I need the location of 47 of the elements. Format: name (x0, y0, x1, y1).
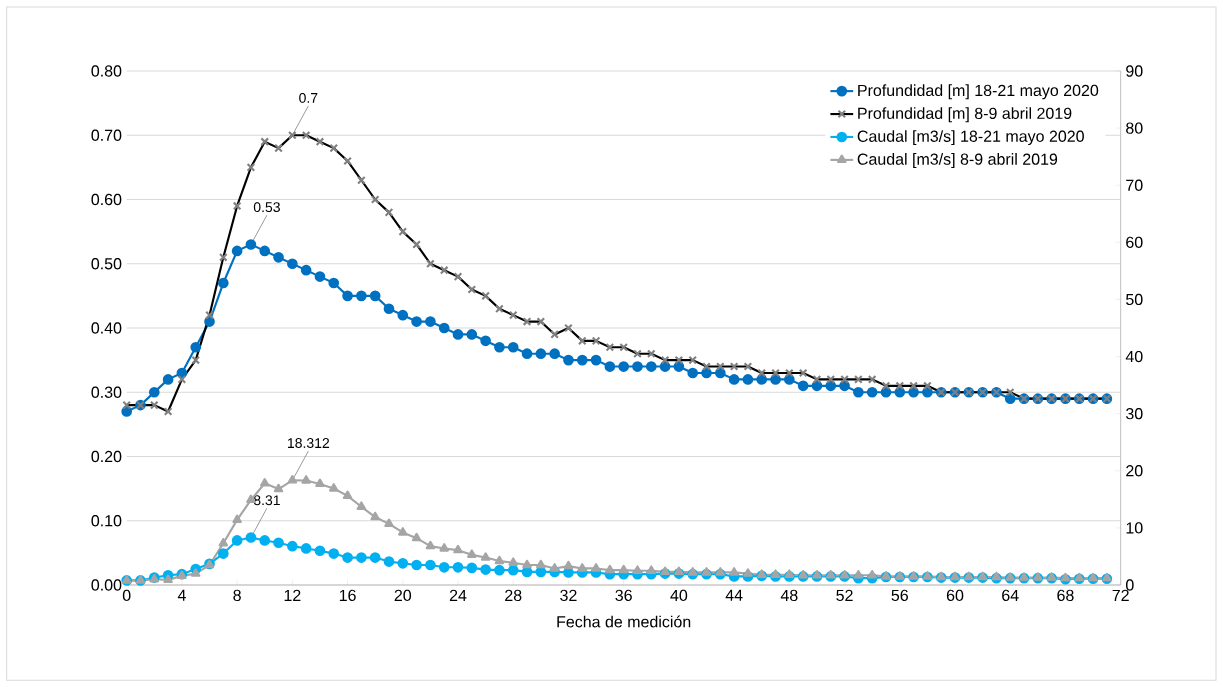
y-tick-label: 0.50 (91, 258, 122, 270)
x-tick-label: 60 (946, 589, 964, 602)
y-tick-label: 0.80 (91, 65, 122, 77)
x-axis-title: Fecha de medición (557, 615, 691, 628)
x-tick-label: 8 (233, 589, 241, 602)
y-tick-label: 0.20 (91, 450, 122, 463)
data-label: 18.312 (288, 438, 330, 449)
y-tick-label: 0.10 (91, 515, 122, 527)
data-label: 8.31 (253, 495, 280, 506)
x-tick-label: 32 (560, 589, 577, 602)
y-tick-label: 0.70 (91, 129, 122, 141)
y2-tick-label: 10 (1126, 522, 1143, 534)
x-tick-label: 28 (505, 589, 522, 602)
x-tick-label: 40 (670, 589, 688, 602)
y-tick-label: 0.60 (91, 193, 122, 206)
y2-tick-label: 80 (1126, 122, 1143, 134)
y2-tick-label: 30 (1125, 408, 1143, 420)
y2-tick-label: 60 (1126, 236, 1143, 248)
x-tick-label: 64 (1002, 589, 1019, 602)
y2-tick-label: 50 (1126, 293, 1143, 306)
y2-tick-label: 90 (1126, 65, 1143, 77)
y2-tick-label: 70 (1126, 179, 1143, 191)
y2-tick-label: 40 (1125, 350, 1143, 363)
data-label: 0.7 (299, 92, 318, 103)
x-tick-label: 48 (780, 589, 798, 602)
legend-label: Profundidad [m] 18-21 mayo 2020 (858, 84, 1099, 100)
x-tick-label: 12 (284, 589, 301, 601)
y-tick-label: 0.30 (91, 386, 122, 398)
legend-label: Caudal [m3/s] 18-21 mayo 2020 (857, 130, 1084, 146)
x-tick-label: 68 (1057, 589, 1074, 602)
x-tick-label: 52 (836, 589, 853, 602)
y-tick-label: 0.00 (91, 579, 122, 591)
y2-tick-label: 20 (1126, 465, 1143, 477)
x-tick-label: 24 (449, 589, 467, 601)
x-tick-label: 72 (1112, 589, 1129, 601)
legend-label: Profundidad [m] 8-9 abril 2019 (858, 107, 1072, 123)
legend-label: Caudal [m3/s] 8-9 abril 2019 (857, 153, 1058, 169)
x-tick-label: 0 (122, 589, 131, 602)
y2-tick-label: 0 (1126, 579, 1134, 591)
data-label: 0.53 (253, 202, 280, 213)
y-tick-label: 0.40 (91, 322, 122, 334)
x-tick-label: 20 (394, 589, 412, 602)
x-tick-label: 56 (891, 589, 908, 602)
x-tick-label: 36 (615, 589, 632, 602)
x-tick-label: 4 (177, 589, 186, 601)
x-tick-label: 16 (339, 589, 356, 602)
x-tick-label: 44 (725, 589, 743, 601)
